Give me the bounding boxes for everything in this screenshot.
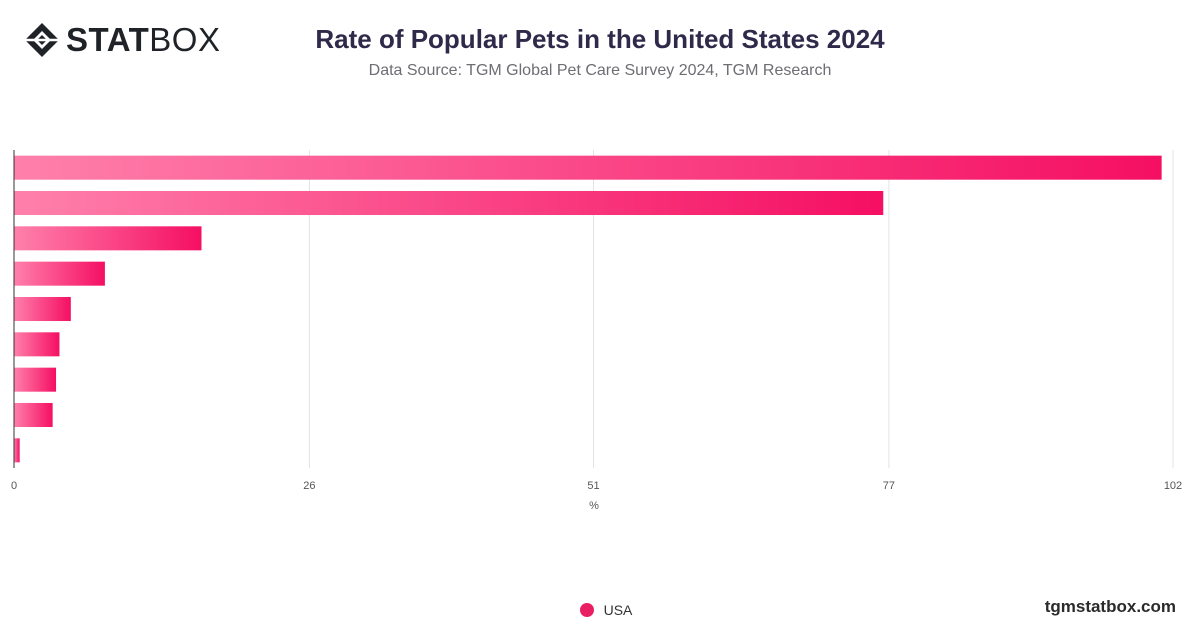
- x-axis-label: %: [589, 500, 599, 512]
- x-tick-label: 77: [883, 480, 895, 492]
- logo-text: STATBOX: [66, 22, 220, 58]
- x-tick-label: 51: [587, 480, 599, 492]
- bar-1[interactable]: [14, 155, 1162, 180]
- bar-2[interactable]: [14, 190, 884, 216]
- x-tick-label: 0: [11, 480, 17, 492]
- bar-6[interactable]: [14, 332, 60, 357]
- chart-title: Rate of Popular Pets in the United State…: [315, 24, 885, 54]
- x-tick-label: 102: [1164, 480, 1182, 492]
- bar-8[interactable]: [14, 402, 53, 428]
- legend-swatch: [579, 603, 594, 617]
- statbox-logo: STATBOX: [24, 22, 220, 58]
- bar-5[interactable]: [14, 296, 71, 322]
- logo-text-bold: STAT: [66, 21, 150, 58]
- x-tick-label: 26: [303, 480, 315, 492]
- legend-label-usa[interactable]: USA: [603, 602, 633, 618]
- x-tick-labels: 0 26 51 77 102: [11, 480, 1182, 492]
- footer-url: tgmstatbox.com: [1044, 597, 1176, 616]
- chart-subtitle: Data Source: TGM Global Pet Care Survey …: [368, 62, 832, 79]
- bars: [14, 155, 1162, 463]
- bar-9[interactable]: [14, 438, 20, 463]
- logo-text-light: BOX: [149, 21, 221, 58]
- diamond-logo-icon: [25, 23, 59, 57]
- legend: USA: [0, 602, 1200, 618]
- bar-3[interactable]: [14, 226, 202, 251]
- bar-4[interactable]: [14, 261, 105, 286]
- bar-7[interactable]: [14, 367, 57, 392]
